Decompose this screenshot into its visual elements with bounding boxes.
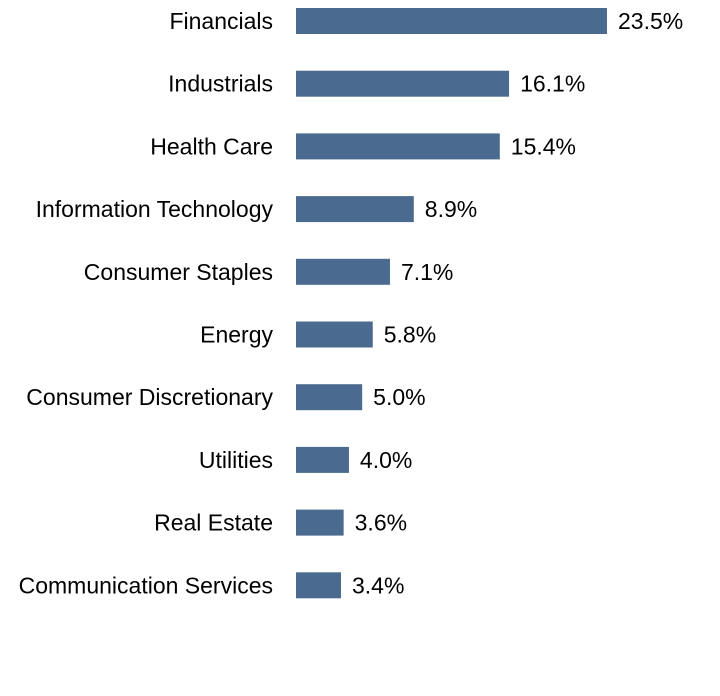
value-label: 23.5%	[618, 8, 683, 34]
value-label: 3.4%	[352, 572, 404, 598]
value-label: 5.8%	[384, 322, 436, 348]
category-label: Energy	[200, 322, 273, 348]
category-label: Utilities	[199, 447, 273, 473]
category-label: Industrials	[168, 71, 273, 97]
bar-row: Health Care 15.4%	[150, 133, 576, 160]
bar	[296, 446, 349, 473]
bar-row: Communication Services 3.4%	[19, 572, 404, 599]
bar	[296, 196, 414, 223]
category-label: Real Estate	[154, 510, 273, 536]
bar-row: Industrials 16.1%	[168, 70, 585, 97]
bar	[296, 258, 390, 285]
bar	[296, 384, 363, 411]
category-label: Information Technology	[36, 196, 274, 222]
bar-row: Information Technology 8.9%	[36, 196, 477, 223]
category-label: Health Care	[150, 133, 273, 159]
value-label: 16.1%	[520, 71, 585, 97]
category-label: Consumer Staples	[84, 259, 273, 285]
value-label: 15.4%	[511, 133, 576, 159]
value-label: 7.1%	[401, 259, 453, 285]
bar	[296, 509, 344, 536]
bar-row: Consumer Staples 7.1%	[84, 258, 453, 285]
category-label: Financials	[169, 8, 273, 34]
value-label: 5.0%	[373, 384, 425, 410]
value-label: 4.0%	[360, 447, 412, 473]
value-label: 3.6%	[355, 510, 407, 536]
bar	[296, 572, 341, 599]
category-label: Communication Services	[19, 572, 273, 598]
bar-row: Energy 5.8%	[200, 321, 436, 348]
bar-row: Consumer Discretionary 5.0%	[26, 384, 426, 411]
bar-row: Financials 23.5%	[169, 8, 683, 34]
bar	[296, 133, 500, 160]
value-label: 8.9%	[425, 196, 477, 222]
category-label: Consumer Discretionary	[26, 384, 273, 410]
bar-row: Real Estate 3.6%	[154, 510, 407, 536]
bar	[296, 70, 510, 97]
bar-row: Utilities 4.0%	[199, 446, 412, 473]
bar	[296, 8, 607, 34]
bar	[296, 321, 373, 348]
